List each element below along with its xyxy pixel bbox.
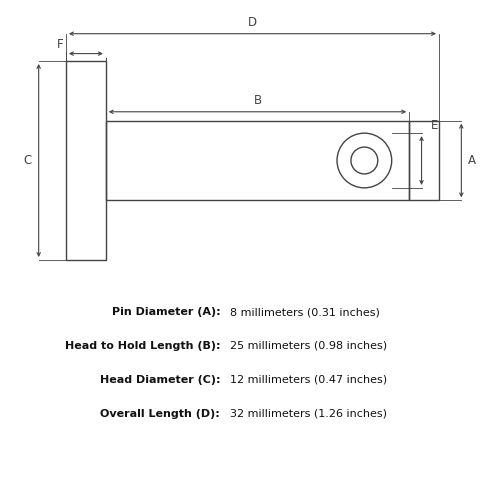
Text: Head to Hold Length (B):: Head to Hold Length (B): <box>64 341 220 351</box>
Text: Pin Diameter (A):: Pin Diameter (A): <box>112 307 220 317</box>
Text: D: D <box>248 16 257 30</box>
Text: Overall Length (D):: Overall Length (D): <box>100 408 220 418</box>
Text: Head Diameter (C):: Head Diameter (C): <box>100 375 220 385</box>
Text: B: B <box>254 94 262 108</box>
Bar <box>106 120 409 200</box>
Text: C: C <box>24 154 32 167</box>
Text: E: E <box>430 118 438 132</box>
Text: A: A <box>468 154 476 167</box>
Text: 25 millimeters (0.98 inches): 25 millimeters (0.98 inches) <box>230 341 387 351</box>
Text: 8 millimeters (0.31 inches): 8 millimeters (0.31 inches) <box>230 307 380 317</box>
Text: 32 millimeters (1.26 inches): 32 millimeters (1.26 inches) <box>230 408 387 418</box>
Text: 12 millimeters (0.47 inches): 12 millimeters (0.47 inches) <box>230 375 387 385</box>
Bar <box>409 120 439 200</box>
Bar <box>66 61 106 260</box>
Text: F: F <box>56 38 64 51</box>
